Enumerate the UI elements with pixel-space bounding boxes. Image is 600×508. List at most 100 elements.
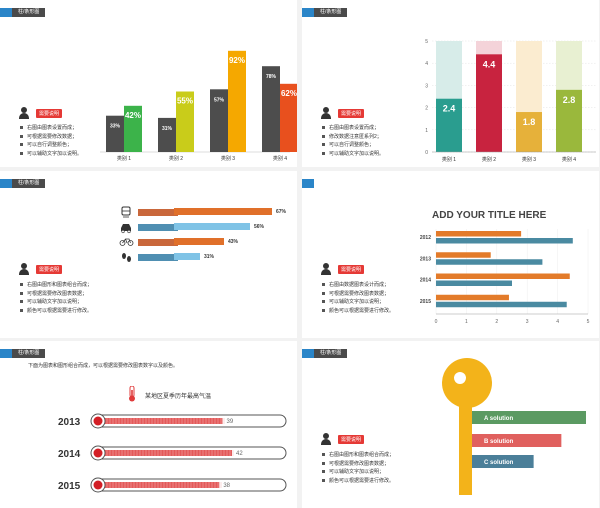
y-tick-label: 2015	[58, 481, 81, 492]
thermometer-icon	[129, 386, 135, 402]
y-tick-label: 2013	[58, 417, 81, 428]
data-label: 2.4	[443, 104, 456, 114]
x-tick-label: 类别 1	[117, 155, 131, 162]
bar	[210, 89, 228, 152]
bar	[472, 455, 534, 468]
bar	[436, 280, 512, 286]
bar	[436, 301, 567, 308]
data-label: 38	[223, 483, 230, 489]
bar	[228, 50, 246, 152]
bar	[436, 259, 543, 265]
slide-header: 柱/条形图	[0, 349, 46, 358]
thermo-bulb-fill	[93, 480, 103, 490]
bullet-item: 颜色可以根据需要进行修改。	[322, 477, 394, 486]
person-icon	[320, 263, 332, 275]
key-bar-chart: A solution B solution C solution	[442, 358, 586, 495]
bullet-item: 可以自行调整颜色；	[322, 141, 384, 150]
slide-header: 柱/条形图	[302, 349, 348, 358]
bar	[124, 105, 142, 152]
note-badge: 需要说明	[338, 265, 365, 274]
bar	[262, 66, 280, 152]
bullet-item: 右图由图表设置而成；	[20, 124, 82, 133]
bar	[516, 112, 542, 152]
bullet-item: 颜色可以根据需要进行修改。	[20, 307, 92, 316]
bar-label: A solution	[484, 416, 513, 422]
bar-chart: 0 1 2 3 4 5 2.4 类别 1 4.4 类别 2 1.8 类别 3 2.8 类别 4	[425, 39, 596, 163]
data-label: 42%	[125, 111, 141, 120]
x-tick-label: 2	[495, 319, 498, 325]
y-tick-label: 4	[425, 61, 428, 67]
chart-title: 某地区夏季历年最高气温	[145, 394, 212, 400]
data-label: 39	[227, 419, 234, 425]
car-icon	[121, 224, 131, 234]
note-badge: 需要说明	[36, 265, 63, 274]
bar	[174, 223, 250, 230]
y-tick-label: 2012	[420, 235, 431, 241]
y-tick-label: 2013	[420, 256, 431, 262]
bar	[436, 98, 462, 152]
bullet-item: 颜色可以根据需要进行修改。	[322, 307, 394, 316]
bar-cap	[138, 224, 178, 231]
bullet-list: 右图由图表设置而成； 修改数据注意匿系列2； 可以自行调整颜色； 可以辅助文字加…	[322, 124, 384, 158]
person-icon	[18, 263, 30, 275]
y-tick-label: 2	[425, 106, 428, 112]
footprints-icon	[122, 253, 131, 262]
train-icon	[121, 206, 131, 218]
data-label: 78%	[266, 74, 277, 80]
bar	[556, 89, 582, 152]
y-tick-label: 5	[425, 39, 428, 45]
bar	[174, 253, 200, 260]
bar-label: B solution	[484, 439, 514, 445]
x-tick-label: 4	[556, 319, 559, 325]
thermometer-bar-chart: 2013 39 2014 42 2015 38	[58, 413, 287, 493]
x-tick-label: 类别 2	[169, 155, 183, 162]
bar-cap	[138, 209, 178, 216]
chart-title: ADD YOUR TITLE HERE	[432, 210, 547, 221]
y-tick-label: 2015	[420, 299, 431, 305]
bullet-item: 可根据需要修改图表数据；	[322, 460, 394, 469]
bullet-item: 可以辅助文字加以说明；	[322, 298, 394, 307]
bullet-item: 可以辅助文字加以说明。	[20, 150, 82, 159]
y-tick-label: 1	[425, 128, 428, 134]
data-label: 1.8	[523, 117, 536, 127]
x-tick-label: 类别 4	[562, 156, 576, 163]
bullet-list: 右图由图表设置而成； 可根据需要修改数据； 可以自行调整颜色； 可以辅助文字加以…	[20, 124, 82, 158]
bar-label: C solution	[484, 460, 514, 466]
slide-5: 柱/条形图 下面为图表和图形组合而成，可以根据需要修改图表数字以及颜色。 某地区…	[0, 341, 297, 508]
thermo-bulb-fill	[93, 448, 103, 458]
bar	[99, 450, 232, 456]
slide-4: ADD YOUR TITLE HERE 需要说明 右图由数据图表设计而成； 可根…	[302, 171, 599, 338]
bullet-item: 可根据需要修改图表数据；	[20, 290, 92, 299]
person-icon	[18, 107, 30, 119]
bar	[472, 434, 562, 447]
bar	[436, 294, 509, 301]
slide-header: 柱/条形图	[302, 8, 348, 17]
data-label: 56%	[254, 224, 265, 230]
bar	[436, 231, 522, 237]
y-tick-label: 2014	[420, 278, 431, 284]
bar	[436, 238, 573, 244]
slide-header: 柱/条形图	[0, 8, 46, 17]
data-label: 4.4	[483, 59, 496, 69]
x-tick-label: 5	[587, 319, 590, 325]
bar	[99, 482, 220, 488]
thermo-bulb-fill	[93, 416, 103, 426]
data-label: 2.8	[563, 95, 576, 105]
bullet-list: 右图由图形和图表组合而成； 可根据需要修改图表数据； 可以辅助文字加以说明； 颜…	[20, 281, 92, 315]
bar	[476, 54, 502, 152]
bar-cap	[138, 254, 178, 261]
data-label: 92%	[229, 56, 245, 65]
bullet-item: 可以辅助文字加以说明；	[322, 468, 394, 477]
note-badge: 需要说明	[36, 109, 63, 118]
bullet-item: 右图由图形和图表组合而成；	[20, 281, 92, 290]
bar	[106, 115, 124, 152]
bullet-item: 右图由数据图表设计而成；	[322, 281, 394, 290]
slide-header	[302, 179, 314, 188]
key-graphic	[442, 358, 492, 495]
bar	[174, 208, 272, 215]
bullet-list: 右图由图形和图表组合而成； 可根据需要修改图表数据； 可以辅助文字加以说明； 颜…	[322, 451, 394, 485]
note-badge: 需要说明	[338, 109, 365, 118]
bullet-item: 右图由图表设置而成；	[322, 124, 384, 133]
slide-2: 柱/条形图 需要说明 右图由图表设置而成； 修改数据注意匿系列2； 可以自行调整…	[302, 0, 599, 167]
x-tick-label: 1	[465, 319, 468, 325]
